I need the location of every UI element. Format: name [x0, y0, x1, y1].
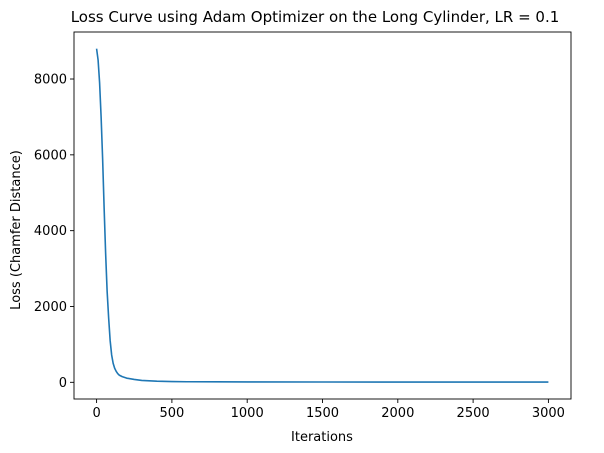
- x-tick-label: 500: [159, 406, 184, 421]
- y-tick-label: 0: [59, 376, 67, 391]
- x-tick-label: 0: [92, 406, 100, 421]
- x-tick-label: 3000: [532, 406, 565, 421]
- y-tick-label: 4000: [34, 224, 67, 239]
- x-tick-label: 2500: [457, 406, 490, 421]
- y-tick-label: 2000: [34, 300, 67, 315]
- x-tick-label: 2000: [381, 406, 414, 421]
- y-axis-label: Loss (Chamfer Distance): [9, 150, 24, 310]
- x-axis-label: Iterations: [291, 430, 353, 445]
- series-line-0: [95, 48, 549, 383]
- chart-title: Loss Curve using Adam Optimizer on the L…: [71, 8, 560, 26]
- x-tick-label: 1500: [306, 406, 339, 421]
- x-tick-label: 1000: [231, 406, 264, 421]
- axes: 0 500 1000 1500 2000 2500 3000 0 2000 4000 6000 800…: [34, 31, 572, 421]
- y-tick-label: 8000: [34, 73, 67, 88]
- plot-area: [95, 48, 549, 383]
- y-tick-label: 6000: [34, 148, 67, 163]
